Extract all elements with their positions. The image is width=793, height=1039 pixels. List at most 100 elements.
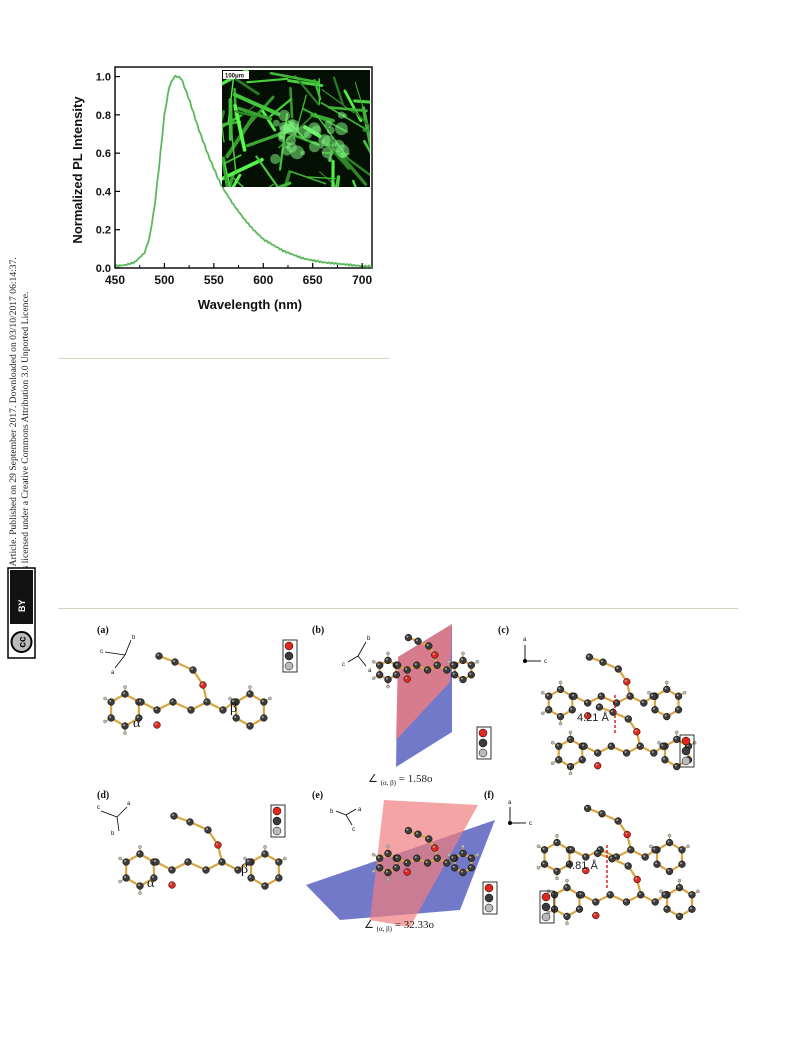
h-atom: [103, 696, 107, 701]
atom: [675, 883, 684, 892]
crystal-glow: [327, 157, 333, 163]
h-atom: [371, 659, 376, 664]
svg-text:c: c: [544, 659, 547, 665]
notice-line-2: This article is licensed under a Creativ…: [20, 292, 31, 618]
microscope-inset-image: 100μm: [222, 70, 370, 187]
atom: [553, 867, 561, 876]
atom: [384, 675, 392, 684]
atom: [459, 868, 467, 877]
atom-highlight: [205, 700, 207, 702]
atom-highlight: [426, 644, 429, 646]
h-atom: [386, 651, 390, 656]
atom-highlight: [689, 892, 692, 895]
atom: [540, 846, 549, 854]
atom-highlight: [593, 900, 596, 902]
atom: [663, 712, 671, 721]
h-atom: [243, 856, 247, 861]
atom: [545, 692, 553, 700]
h-atom: [558, 721, 563, 726]
panel-a-molecule: b c a α β: [100, 635, 298, 735]
crystal-glow: [270, 153, 281, 165]
h-atom: [118, 879, 122, 884]
h-atom: [565, 878, 569, 883]
legend-atom: [484, 893, 494, 903]
atom: [614, 817, 622, 825]
x-tick-label: 500: [154, 273, 174, 287]
crystal-fiber: [231, 173, 242, 187]
atom-highlight: [461, 870, 463, 873]
atom-highlight: [634, 729, 637, 732]
atom: [414, 830, 422, 838]
h-atom: [674, 730, 679, 735]
atom: [384, 656, 392, 665]
crystal-fiber: [361, 106, 370, 147]
svg-text:c: c: [352, 827, 355, 833]
h-atom: [248, 685, 252, 689]
atom-highlight: [109, 700, 112, 702]
crystal-glow: [335, 122, 348, 136]
atom-highlight: [542, 862, 545, 865]
atom-highlight: [614, 855, 617, 857]
h-atom: [371, 852, 376, 857]
atom-highlight: [444, 861, 447, 863]
legend-atom: [541, 902, 551, 912]
atom: [376, 854, 384, 862]
atom-highlight: [172, 814, 174, 816]
atom-legend: [476, 726, 492, 760]
atom: [575, 905, 584, 913]
plot-frame: [114, 66, 373, 269]
atom-highlight: [248, 692, 250, 694]
atom-highlight: [261, 716, 264, 718]
atom: [570, 692, 578, 700]
atom-highlight: [263, 852, 265, 854]
atom: [568, 706, 576, 714]
atom-highlight: [565, 914, 567, 917]
h-atom: [371, 676, 376, 681]
h-atom: [550, 761, 555, 766]
atom: [627, 846, 635, 854]
h-atom: [371, 869, 376, 874]
crystal-glow: [333, 142, 338, 147]
crystal-fiber: [269, 98, 292, 118]
h-atom: [550, 740, 555, 745]
h-atom: [461, 651, 465, 656]
atom-highlight: [232, 700, 234, 702]
cc-license-badge[interactable]: cc BY: [7, 567, 36, 659]
atom-highlight: [565, 885, 567, 888]
h-atom: [540, 711, 545, 716]
atom-highlight: [638, 892, 641, 895]
atom: [202, 866, 210, 874]
crystal-fiber: [327, 106, 368, 113]
angle-label-e: ∠ (α, β) = 32.33o: [364, 919, 434, 934]
atom-highlight: [610, 856, 612, 859]
atom: [413, 854, 421, 862]
panel-label-a: (a): [97, 625, 109, 636]
atom: [247, 874, 255, 882]
atom: [659, 742, 667, 750]
crystal-fiber: [236, 106, 273, 121]
atom-highlight: [593, 913, 596, 916]
atom: [663, 905, 671, 913]
legend-frame: [679, 734, 695, 768]
svg-text:b: b: [330, 809, 334, 815]
atom-highlight: [248, 724, 250, 726]
atom-highlight: [608, 892, 611, 895]
atom-highlight: [661, 744, 664, 747]
atom-legend: [282, 639, 298, 673]
h-atom: [123, 731, 127, 735]
h-atom: [659, 889, 663, 894]
atom-highlight: [386, 658, 388, 661]
atom: [107, 714, 115, 722]
atom-highlight: [461, 677, 463, 680]
crystal-fiber: [275, 181, 292, 187]
atom: [663, 685, 671, 694]
atom-highlight: [236, 868, 238, 870]
svg-text:a: a: [508, 800, 512, 806]
atom: [168, 881, 176, 889]
atom-highlight: [249, 876, 252, 878]
atom: [583, 804, 592, 813]
axes-icon: b c a: [100, 635, 136, 676]
atom-highlight: [626, 717, 629, 719]
atom-highlight: [572, 694, 575, 697]
atom-highlight: [444, 668, 447, 670]
